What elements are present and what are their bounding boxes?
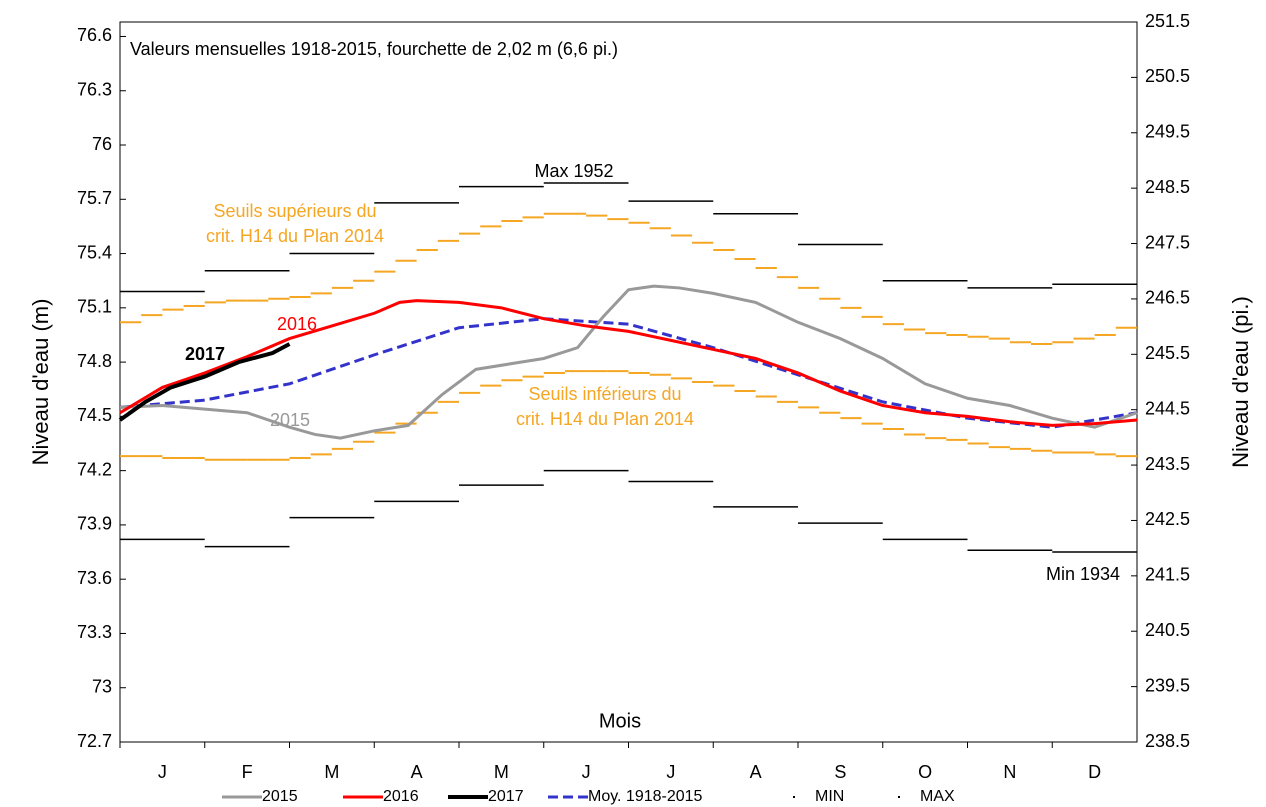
legend-swatch bbox=[898, 796, 900, 798]
y2-tick-label: 242.5 bbox=[1145, 509, 1190, 529]
subtitle: Valeurs mensuelles 1918-2015, fourchette… bbox=[130, 39, 618, 59]
x-tick-label: N bbox=[1003, 762, 1016, 782]
annotation: Max 1952 bbox=[534, 161, 613, 181]
y-tick-label: 75.1 bbox=[77, 297, 112, 317]
x-axis-label: Mois bbox=[599, 710, 641, 732]
y-tick-label: 75.7 bbox=[77, 188, 112, 208]
annotation: Seuils inférieurs du bbox=[528, 384, 681, 404]
x-tick-label: F bbox=[242, 762, 253, 782]
series-line bbox=[118, 342, 291, 422]
y2-tick-label: 249.5 bbox=[1145, 122, 1190, 142]
x-tick-label: M bbox=[324, 762, 339, 782]
y-tick-label: 74.2 bbox=[77, 459, 112, 479]
y2-axis-label: Niveau d'eau (pi.) bbox=[1228, 296, 1253, 468]
series-line bbox=[119, 317, 1138, 429]
y-tick-label: 73.9 bbox=[77, 514, 112, 534]
y2-tick-label: 238.5 bbox=[1145, 731, 1190, 751]
legend-label: MAX bbox=[920, 788, 955, 805]
y-tick-label: 75.4 bbox=[77, 242, 112, 262]
y2-tick-label: 243.5 bbox=[1145, 454, 1190, 474]
y-tick-label: 73.6 bbox=[77, 568, 112, 588]
y2-tick-label: 241.5 bbox=[1145, 565, 1190, 585]
y-tick-label: 76 bbox=[92, 134, 112, 154]
y-axis-label: Niveau d'eau (m) bbox=[28, 299, 53, 466]
y2-tick-label: 247.5 bbox=[1145, 232, 1190, 252]
y2-tick-label: 246.5 bbox=[1145, 288, 1190, 308]
y-tick-label: 73.3 bbox=[77, 622, 112, 642]
legend-label: 2016 bbox=[383, 788, 419, 805]
y2-tick-label: 248.5 bbox=[1145, 177, 1190, 197]
annotation: 2017 bbox=[185, 344, 225, 364]
x-tick-label: M bbox=[494, 762, 509, 782]
y-tick-label: 74.8 bbox=[77, 351, 112, 371]
x-tick-label: D bbox=[1088, 762, 1101, 782]
y2-tick-label: 240.5 bbox=[1145, 620, 1190, 640]
y2-tick-label: 251.5 bbox=[1145, 11, 1190, 31]
legend-swatch bbox=[793, 796, 795, 798]
annotation: crit. H14 du Plan 2014 bbox=[516, 409, 694, 429]
x-tick-label: S bbox=[834, 762, 846, 782]
y-tick-label: 73 bbox=[92, 676, 112, 696]
series-line bbox=[119, 284, 1138, 440]
y2-tick-label: 244.5 bbox=[1145, 398, 1190, 418]
plot-frame bbox=[119, 21, 1138, 743]
legend-label: Moy. 1918-2015 bbox=[588, 788, 703, 805]
x-tick-label: J bbox=[158, 762, 167, 782]
series-line bbox=[119, 299, 1138, 427]
y2-tick-label: 245.5 bbox=[1145, 343, 1190, 363]
y-tick-label: 76.6 bbox=[77, 25, 112, 45]
legend-label: MIN bbox=[815, 788, 844, 805]
annotation: 2016 bbox=[277, 314, 317, 334]
y2-tick-label: 239.5 bbox=[1145, 675, 1190, 695]
x-tick-label: A bbox=[411, 762, 423, 782]
x-tick-label: J bbox=[582, 762, 591, 782]
y-tick-label: 76.3 bbox=[77, 79, 112, 99]
y-tick-label: 72.7 bbox=[77, 731, 112, 751]
y2-tick-label: 250.5 bbox=[1145, 66, 1190, 86]
legend-label: 2017 bbox=[488, 788, 524, 805]
annotation: Seuils supérieurs du bbox=[213, 201, 376, 221]
y-tick-label: 74.5 bbox=[77, 405, 112, 425]
legend-label: 2015 bbox=[262, 788, 298, 805]
annotation: Min 1934 bbox=[1046, 564, 1120, 584]
x-tick-label: J bbox=[666, 762, 675, 782]
x-tick-label: A bbox=[750, 762, 762, 782]
x-tick-label: O bbox=[918, 762, 932, 782]
annotation: 2015 bbox=[270, 410, 310, 430]
annotation: crit. H14 du Plan 2014 bbox=[206, 226, 384, 246]
